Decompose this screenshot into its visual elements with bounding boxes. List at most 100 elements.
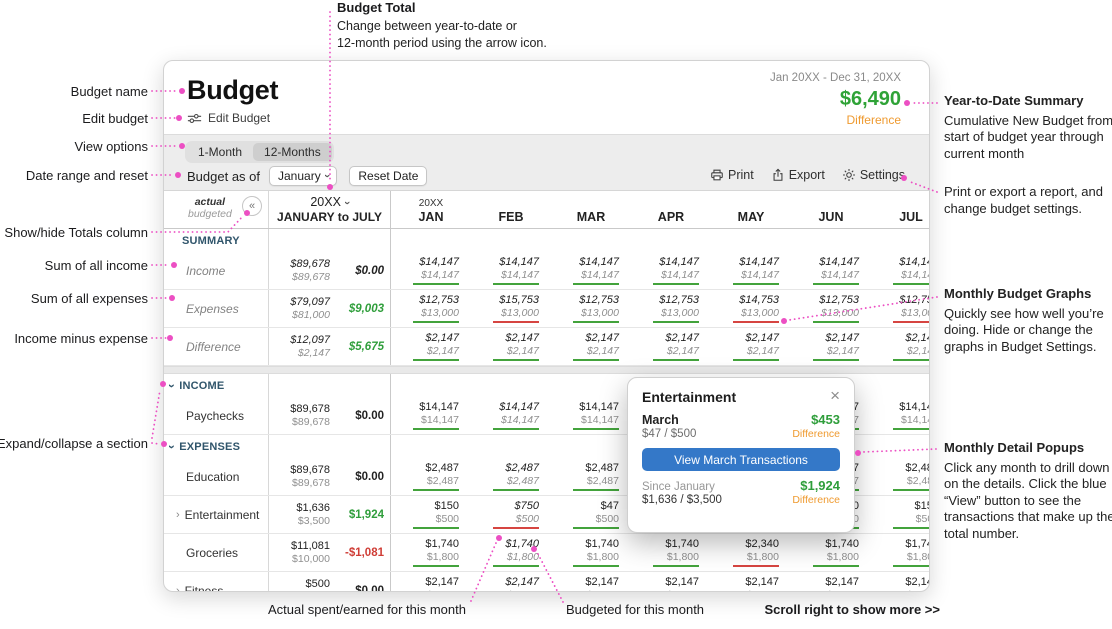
- month-cell[interactable]: $1,740$1,800: [471, 534, 551, 571]
- month-cell[interactable]: $2,487$2,487: [391, 458, 471, 495]
- month-cell[interactable]: $2,487$2,487: [471, 458, 551, 495]
- totals-cell[interactable]: $89,678 $89,678 $0.00: [269, 397, 391, 434]
- month-cell[interactable]: $1,740$1,800: [871, 534, 929, 571]
- section-header[interactable]: › EXPENSES: [164, 435, 269, 458]
- print-button[interactable]: Print: [710, 168, 754, 182]
- toggle-12-months[interactable]: 12-Months: [253, 143, 332, 161]
- close-icon[interactable]: ×: [830, 386, 840, 405]
- totals-cell[interactable]: $1,636 $3,500 $1,924: [269, 496, 391, 533]
- row-label[interactable]: Paychecks: [164, 397, 269, 434]
- month-header[interactable]: MAY: [737, 210, 765, 224]
- month-cell[interactable]: $2,147$2,147: [711, 572, 791, 591]
- section-header[interactable]: SUMMARY: [164, 229, 269, 252]
- chevron-down-icon[interactable]: ›: [165, 383, 180, 388]
- month-cell[interactable]: $14,147$14,147: [391, 252, 471, 289]
- month-cell[interactable]: $14,147$14,147: [471, 397, 551, 434]
- month-cell[interactable]: $12,753$13,000: [791, 290, 871, 327]
- reset-date-button[interactable]: Reset Date: [349, 166, 428, 186]
- month-cell[interactable]: $2,340 $1,800: [711, 534, 791, 571]
- month-cell[interactable]: $14,147$14,147: [791, 252, 871, 289]
- month-header[interactable]: JUL: [899, 210, 923, 224]
- month-cell[interactable]: $150$500: [871, 496, 929, 533]
- month-cell[interactable]: $2,147$2,147: [711, 328, 791, 365]
- budgeted-value: $500: [915, 513, 929, 525]
- totals-cell[interactable]: $89,678 $89,678 $0.00: [269, 458, 391, 495]
- month-cell[interactable]: $14,147$14,147: [871, 397, 929, 434]
- month-cell[interactable]: $12,753$13,000: [551, 290, 631, 327]
- month-cell[interactable]: $14,147$14,147: [551, 397, 631, 434]
- month-cell[interactable]: $750 $500: [471, 496, 551, 533]
- budgeted-value: $13,000: [581, 307, 619, 319]
- actual-total: $12,097: [290, 334, 330, 346]
- month-header[interactable]: APR: [657, 210, 685, 224]
- month-header[interactable]: MAR: [576, 210, 606, 224]
- month-cell[interactable]: $12,753$13,000: [631, 290, 711, 327]
- month-cell[interactable]: $14,147$14,147: [871, 252, 929, 289]
- month-cell[interactable]: $2,147$2,147: [471, 572, 551, 591]
- popup-month-detail: $47 / $500: [642, 428, 697, 440]
- toggle-1-month[interactable]: 1-Month: [198, 145, 243, 159]
- row-label[interactable]: › Fitness: [164, 572, 269, 592]
- month-cell[interactable]: $14,753 $13,000: [711, 290, 791, 327]
- month-cell[interactable]: $2,147$2,147: [391, 572, 471, 591]
- month-cell[interactable]: $12,753$13,000: [871, 290, 929, 327]
- edit-budget-button[interactable]: Edit Budget: [187, 111, 270, 125]
- month-cell[interactable]: $2,147$2,147: [471, 328, 551, 365]
- totals-column-header[interactable]: 20XX› JANUARY to JULY: [269, 191, 391, 228]
- actual-value: $2,147: [745, 576, 779, 588]
- month-cell[interactable]: $2,487$2,487: [551, 458, 631, 495]
- month-header[interactable]: FEB: [498, 210, 524, 224]
- month-cell[interactable]: $2,147$2,147: [871, 328, 929, 365]
- row-label[interactable]: Education: [164, 458, 269, 495]
- table-header: actual budgeted « 20XX› JANUARY to JULY …: [164, 191, 929, 229]
- chevron-down-icon[interactable]: ›: [165, 444, 180, 449]
- chevron-down-icon[interactable]: ›: [340, 201, 353, 205]
- month-cell[interactable]: $12,753$13,000: [391, 290, 471, 327]
- month-cell[interactable]: $2,147$2,147: [791, 328, 871, 365]
- export-button[interactable]: Export: [771, 168, 825, 182]
- month-cell[interactable]: $14,147$14,147: [711, 252, 791, 289]
- month-header[interactable]: 20XX JAN: [418, 198, 444, 224]
- totals-cell[interactable]: $89,678 $89,678 $0.00: [269, 252, 391, 289]
- month-cell[interactable]: $2,147$2,147: [871, 572, 929, 591]
- totals-cell[interactable]: $12,097 $2,147 $5,675: [269, 328, 391, 365]
- month-cell[interactable]: $2,147$2,147: [551, 328, 631, 365]
- month-cell[interactable]: $14,147$14,147: [391, 397, 471, 434]
- month-cell[interactable]: $1,740$1,800: [551, 534, 631, 571]
- month-cell[interactable]: $47 $500: [551, 496, 631, 533]
- month-cell[interactable]: $14,147$14,147: [551, 252, 631, 289]
- settings-button[interactable]: Settings: [842, 168, 905, 182]
- month-cell[interactable]: $1,740$1,800: [391, 534, 471, 571]
- month-cell[interactable]: $2,147$2,147: [631, 572, 711, 591]
- month-select-dropdown[interactable]: January ›: [269, 166, 338, 186]
- month-cell[interactable]: $150$500: [391, 496, 471, 533]
- popup-title: Entertainment: [642, 389, 737, 405]
- hide-totals-button[interactable]: «: [242, 196, 262, 216]
- month-cell[interactable]: $14,147$14,147: [631, 252, 711, 289]
- section-header[interactable]: › INCOME: [164, 374, 269, 397]
- budgeted-value: $2,487: [906, 475, 929, 487]
- view-transactions-button[interactable]: View March Transactions: [642, 448, 840, 471]
- month-cell[interactable]: $2,147$2,147: [791, 572, 871, 591]
- month-cell[interactable]: $2,147$2,147: [631, 328, 711, 365]
- annotation-view-options: View options: [74, 139, 148, 154]
- annotation-title: Monthly Budget Graphs: [944, 286, 1092, 301]
- month-cell[interactable]: $2,147$2,147: [551, 572, 631, 591]
- view-toggle[interactable]: 1-Month 12-Months: [185, 141, 334, 163]
- totals-cell[interactable]: $79,097 $81,000 $9,003: [269, 290, 391, 327]
- row-label[interactable]: Groceries: [164, 534, 269, 571]
- totals-cell[interactable]: $11,081 $10,000 -$1,081: [269, 534, 391, 571]
- budgeted-value: $14,147: [421, 414, 459, 426]
- actual-value: $14,147: [579, 256, 619, 268]
- month-cell[interactable]: $2,487$2,487: [871, 458, 929, 495]
- month-cell[interactable]: $14,147$14,147: [471, 252, 551, 289]
- month-cell[interactable]: $15,753 $13,000: [471, 290, 551, 327]
- chevron-right-icon[interactable]: ›: [176, 508, 180, 521]
- row-label[interactable]: › Entertainment: [164, 496, 269, 533]
- chevron-right-icon[interactable]: ›: [176, 584, 180, 592]
- month-cell[interactable]: $2,147$2,147: [391, 328, 471, 365]
- month-cell[interactable]: $1,740$1,800: [631, 534, 711, 571]
- month-cell[interactable]: $1,740$1,800: [791, 534, 871, 571]
- month-header[interactable]: JUN: [818, 210, 844, 224]
- totals-cell[interactable]: $500$500 $0.00: [269, 572, 391, 591]
